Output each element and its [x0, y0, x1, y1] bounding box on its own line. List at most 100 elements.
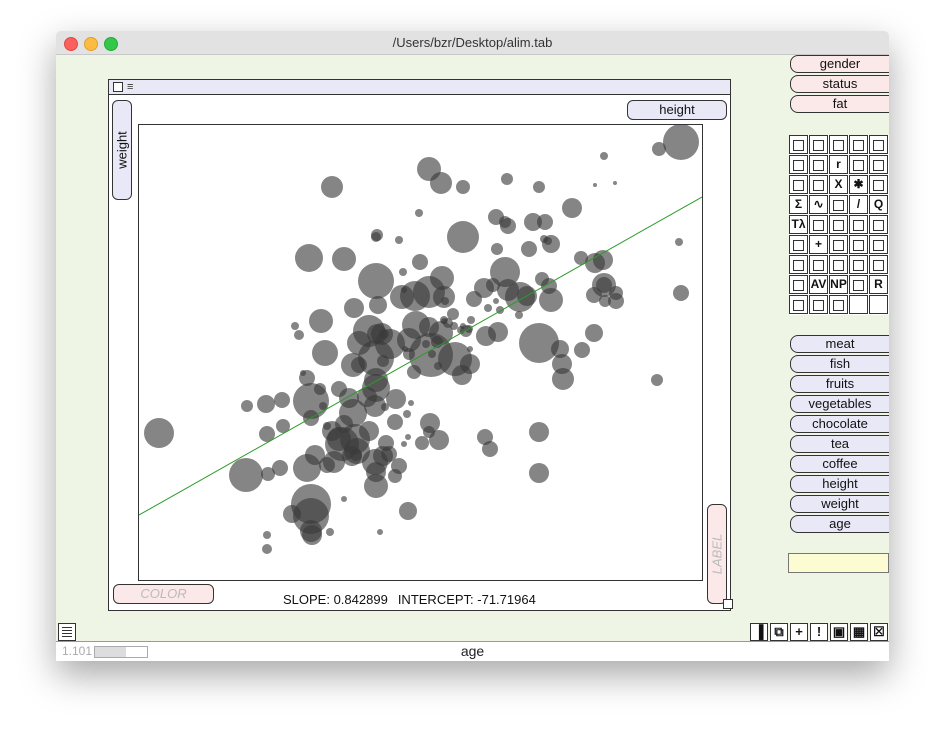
- data-point[interactable]: [407, 365, 421, 379]
- r-icon[interactable]: r: [829, 155, 848, 174]
- data-point[interactable]: [294, 330, 304, 340]
- data-point[interactable]: [574, 251, 588, 265]
- data-point[interactable]: [460, 323, 466, 329]
- data-point[interactable]: [596, 277, 612, 293]
- circles-cluster-icon[interactable]: [869, 155, 888, 174]
- square-icon[interactable]: [113, 82, 123, 92]
- data-point[interactable]: [379, 329, 389, 339]
- star-icon[interactable]: ✱: [849, 175, 868, 194]
- spikes-icon[interactable]: [849, 255, 868, 274]
- data-point[interactable]: [344, 298, 364, 318]
- data-point[interactable]: [293, 383, 329, 419]
- data-point[interactable]: [263, 531, 271, 539]
- data-point[interactable]: [399, 502, 417, 520]
- x-variable-tag[interactable]: height: [627, 100, 727, 120]
- data-point[interactable]: [600, 152, 608, 160]
- table-icon[interactable]: ▦: [850, 623, 868, 641]
- wave-icon[interactable]: ∿: [809, 195, 828, 214]
- data-point[interactable]: [413, 276, 445, 308]
- data-point[interactable]: [144, 418, 174, 448]
- sigma-icon[interactable]: Σ: [789, 195, 808, 214]
- stacked-icon[interactable]: [789, 175, 808, 194]
- data-point[interactable]: [434, 362, 442, 370]
- data-point[interactable]: [412, 254, 428, 270]
- r-letter-icon[interactable]: R: [869, 275, 888, 294]
- data-point[interactable]: [428, 350, 436, 358]
- data-point[interactable]: [593, 250, 613, 270]
- data-point[interactable]: [529, 463, 549, 483]
- pie-chart-icon[interactable]: [789, 135, 808, 154]
- scatter-icon[interactable]: [809, 215, 828, 234]
- variable-meat[interactable]: meat: [790, 335, 889, 353]
- data-point[interactable]: [335, 415, 353, 433]
- variable-fat[interactable]: fat: [790, 95, 889, 113]
- minimize-button[interactable]: [84, 37, 98, 51]
- variable-height[interactable]: height: [790, 475, 889, 493]
- data-point[interactable]: [467, 346, 473, 352]
- data-point[interactable]: [390, 285, 414, 309]
- variable-fruits[interactable]: fruits: [790, 375, 889, 393]
- circles-icon[interactable]: [849, 155, 868, 174]
- copy-icon[interactable]: ⧉: [770, 623, 788, 641]
- mosaic-icon[interactable]: [789, 155, 808, 174]
- data-point[interactable]: [257, 395, 275, 413]
- data-point[interactable]: [663, 124, 699, 160]
- data-point[interactable]: [369, 296, 387, 314]
- slash-icon[interactable]: /: [849, 195, 868, 214]
- data-point[interactable]: [535, 272, 549, 286]
- data-point[interactable]: [552, 368, 574, 390]
- data-point[interactable]: [486, 278, 500, 292]
- data-point[interactable]: [391, 458, 407, 474]
- plot-canvas[interactable]: [138, 124, 703, 581]
- variable-chocolate[interactable]: chocolate: [790, 415, 889, 433]
- data-point[interactable]: [331, 381, 347, 397]
- data-point[interactable]: [519, 323, 559, 363]
- data-point[interactable]: [319, 402, 327, 410]
- zoom-button[interactable]: [104, 37, 118, 51]
- data-point[interactable]: [358, 263, 394, 299]
- data-point[interactable]: [408, 400, 414, 406]
- data-point[interactable]: [312, 340, 338, 366]
- data-point[interactable]: [377, 529, 383, 535]
- data-point[interactable]: [321, 176, 343, 198]
- variable-gender[interactable]: gender: [790, 55, 889, 73]
- variable-tea[interactable]: tea: [790, 435, 889, 453]
- data-point[interactable]: [359, 421, 379, 441]
- bars-icon[interactable]: ▐: [750, 623, 768, 641]
- data-point[interactable]: [450, 322, 458, 330]
- data-point[interactable]: [422, 340, 430, 348]
- triangle-icon[interactable]: [809, 255, 828, 274]
- data-point[interactable]: [402, 346, 408, 352]
- data-point[interactable]: [351, 357, 367, 373]
- data-point[interactable]: [295, 244, 323, 272]
- data-point[interactable]: [350, 449, 362, 461]
- data-point[interactable]: [276, 419, 290, 433]
- data-point[interactable]: [482, 441, 498, 457]
- data-point[interactable]: [241, 400, 253, 412]
- data-point[interactable]: [460, 354, 480, 374]
- data-point[interactable]: [364, 474, 388, 498]
- data-point[interactable]: [300, 520, 322, 542]
- variable-coffee[interactable]: coffee: [790, 455, 889, 473]
- label-slot[interactable]: LABEL: [707, 504, 727, 604]
- face-icon[interactable]: [789, 255, 808, 274]
- data-point[interactable]: [323, 451, 345, 473]
- document-list-icon[interactable]: [58, 623, 76, 641]
- fan-icon[interactable]: [849, 235, 868, 254]
- data-point[interactable]: [283, 505, 301, 523]
- qq-icon[interactable]: Q: [869, 195, 888, 214]
- data-point[interactable]: [386, 389, 406, 409]
- data-point[interactable]: [259, 426, 275, 442]
- data-point[interactable]: [484, 304, 492, 312]
- av-icon[interactable]: AV: [809, 275, 828, 294]
- data-point[interactable]: [440, 316, 448, 324]
- data-point[interactable]: [593, 183, 597, 187]
- data-point[interactable]: [490, 257, 520, 287]
- trash-icon[interactable]: ☒: [870, 623, 888, 641]
- house-icon[interactable]: [829, 295, 848, 314]
- data-point[interactable]: [673, 285, 689, 301]
- data-point[interactable]: [456, 180, 470, 194]
- diagonal-dots-icon[interactable]: [869, 175, 888, 194]
- data-point[interactable]: [551, 340, 569, 358]
- data-point[interactable]: [613, 181, 617, 185]
